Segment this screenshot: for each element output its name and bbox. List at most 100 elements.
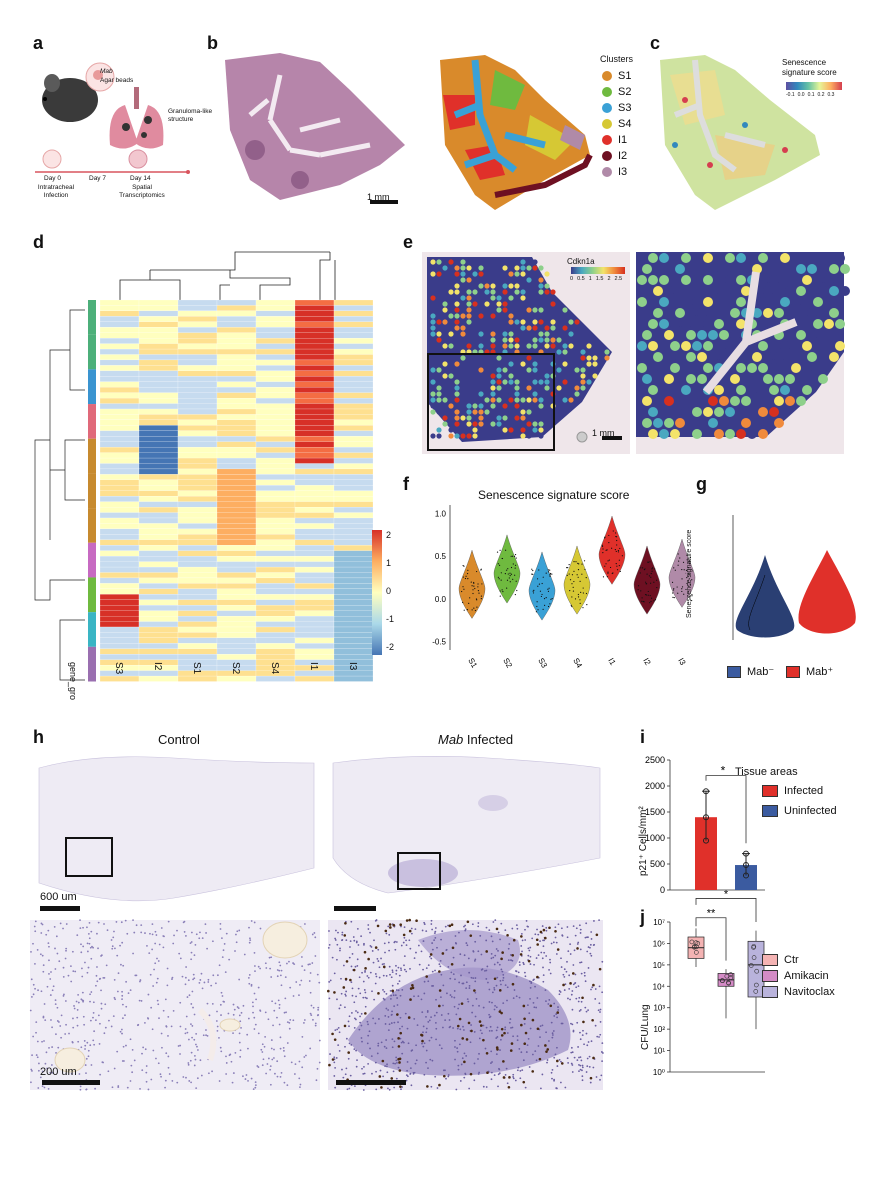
heatmap-cell [333,643,374,649]
bar-legend-uninfected: Uninfected [762,805,837,817]
nucleus-dot [570,1022,572,1025]
nucleus-dot [464,924,467,927]
nucleus-dot [145,1065,148,1067]
nucleus-dot [86,942,89,945]
nucleus-dot [171,1080,174,1082]
nucleus-dot [155,934,158,936]
heatmap-cell [216,528,257,535]
expression-spot [580,349,586,355]
nucleus-dot [255,998,257,1001]
violin-ytick: 0.0 [435,595,447,604]
nucleus-dot [135,924,138,927]
expression-spot [490,319,496,325]
p21-positive-dot [522,1004,526,1008]
nucleus-dot [100,989,102,992]
expression-spot [502,367,508,373]
violin-point [581,573,583,575]
nucleus-dot [164,1086,166,1089]
violin-point [539,590,542,592]
expression-spot [681,341,691,351]
nucleus-dot [445,1077,447,1080]
nucleus-dot [357,944,360,946]
nucleus-dot [477,950,480,953]
nucleus-dot [535,957,538,959]
box-point [751,945,756,950]
nucleus-dot [406,1027,409,1030]
p21-positive-dot [595,933,599,937]
violin-point [537,609,539,611]
nucleus-dot [584,980,587,983]
nucleus-dot [564,1086,567,1089]
nucleus-dot [362,980,365,983]
nucleus-dot [278,1003,281,1006]
expression-spot [675,264,685,274]
heatmap-cell [255,610,296,617]
expression-spot [526,385,532,391]
expression-spot [686,330,696,340]
expression-spot [472,415,478,421]
nucleus-dot [493,988,496,991]
nucleus-dot [539,1036,541,1039]
nucleus-dot [87,1055,90,1058]
nucleus-dot [193,1038,196,1041]
heatmap-cell [99,577,140,584]
nucleus-dot [579,1056,582,1059]
nucleus-dot [395,1059,398,1062]
nucleus-dot [509,1018,512,1020]
expression-spot [454,391,460,397]
violin-point [462,564,464,567]
nucleus-dot [84,1044,87,1047]
nucleus-dot [251,1001,254,1004]
heatmap-cell [99,550,140,557]
nucleus-dot [345,939,348,942]
nucleus-dot [590,931,593,933]
nucleus-dot [594,988,597,990]
expression-spot [466,319,472,325]
heatmap-cell [294,305,335,311]
nucleus-dot [190,931,193,934]
nucleus-dot [276,1016,278,1019]
heatmap-cell [99,381,140,388]
heatmap-cell [138,517,179,524]
nucleus-dot [75,1000,78,1003]
nucleus-dot [434,969,436,972]
bar-point [743,850,749,857]
expression-spot [448,343,454,349]
nucleus-dot [530,982,533,985]
nucleus-dot [353,1001,356,1004]
expression-spot [774,374,784,384]
nucleus-dot [47,929,50,932]
violin-point [573,570,575,572]
expression-spot [703,275,713,285]
expression-spot [544,379,550,385]
nucleus-dot [318,981,321,984]
nucleus-dot [480,953,483,956]
p21-positive-dot [443,1074,446,1078]
nucleus-dot [83,1023,86,1026]
p21-positive-dot [520,935,523,938]
expression-spot [484,367,490,373]
heatmap-cell [177,616,218,622]
nucleus-dot [487,981,489,984]
nucleus-dot [482,1024,485,1027]
panel-h-control-high [29,919,321,1091]
expression-spot [466,433,472,439]
violin-point [604,565,606,567]
expression-spot [520,313,526,319]
expression-spot [802,275,812,285]
violin-point [463,588,465,590]
nucleus-dot [400,969,403,972]
nucleus-dot [502,976,505,979]
p21-positive-dot [569,982,572,985]
nucleus-dot [117,972,120,975]
expression-spot [478,271,484,277]
nucleus-dot [153,968,155,971]
violin-xtick: S3 [536,657,549,670]
nucleus-dot [586,1065,589,1068]
p21-positive-dot [376,924,380,928]
nucleus-dot [248,941,251,944]
expression-spot [538,337,544,343]
nucleus-dot [257,986,260,989]
box-chart-ylabel: CFU/Lung [640,1004,651,1050]
nucleus-dot [511,927,514,930]
